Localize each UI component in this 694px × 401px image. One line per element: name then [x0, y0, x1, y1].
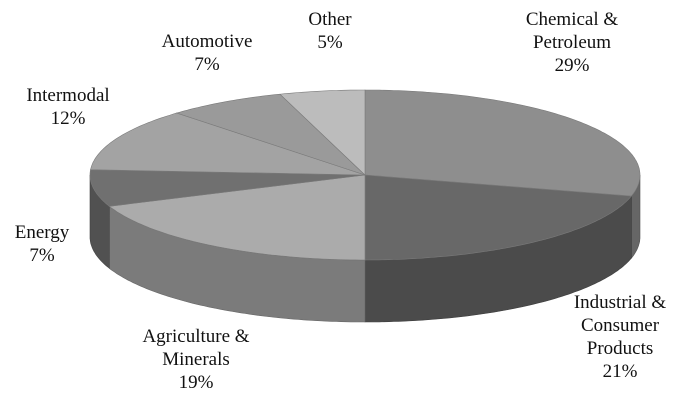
slice-label: Industrial & Consumer Products 21% — [550, 291, 690, 383]
category-label: Other — [308, 9, 352, 30]
slice — [364, 174, 633, 261]
value-label: 12% — [50, 108, 86, 129]
category-label: Automotive — [161, 31, 253, 52]
slice-label: Other 5% — [280, 8, 380, 54]
slice — [175, 93, 366, 176]
category-label: Industrial & Consumer Products — [573, 292, 667, 359]
category-label: Agriculture & Minerals — [142, 326, 250, 370]
category-label: Chemical & Petroleum — [525, 9, 619, 53]
value-label: 29% — [554, 55, 590, 76]
slice-label: Energy 7% — [0, 221, 102, 267]
slice — [90, 112, 366, 176]
category-label: Energy — [14, 222, 70, 243]
value-label: 21% — [602, 361, 638, 382]
slice-label: Automotive 7% — [137, 30, 277, 76]
value-label: 19% — [178, 372, 214, 393]
slice-label: Chemical & Petroleum 29% — [507, 8, 637, 77]
category-label: Intermodal — [26, 85, 110, 106]
value-label: 5% — [317, 32, 343, 53]
slice — [89, 169, 366, 207]
slice — [108, 174, 366, 261]
slice — [364, 89, 641, 197]
slice-label: Intermodal 12% — [3, 84, 133, 130]
slice — [279, 89, 366, 176]
value-label: 7% — [29, 245, 55, 266]
slice-label: Agriculture & Minerals 19% — [116, 325, 276, 394]
value-label: 7% — [194, 54, 220, 75]
